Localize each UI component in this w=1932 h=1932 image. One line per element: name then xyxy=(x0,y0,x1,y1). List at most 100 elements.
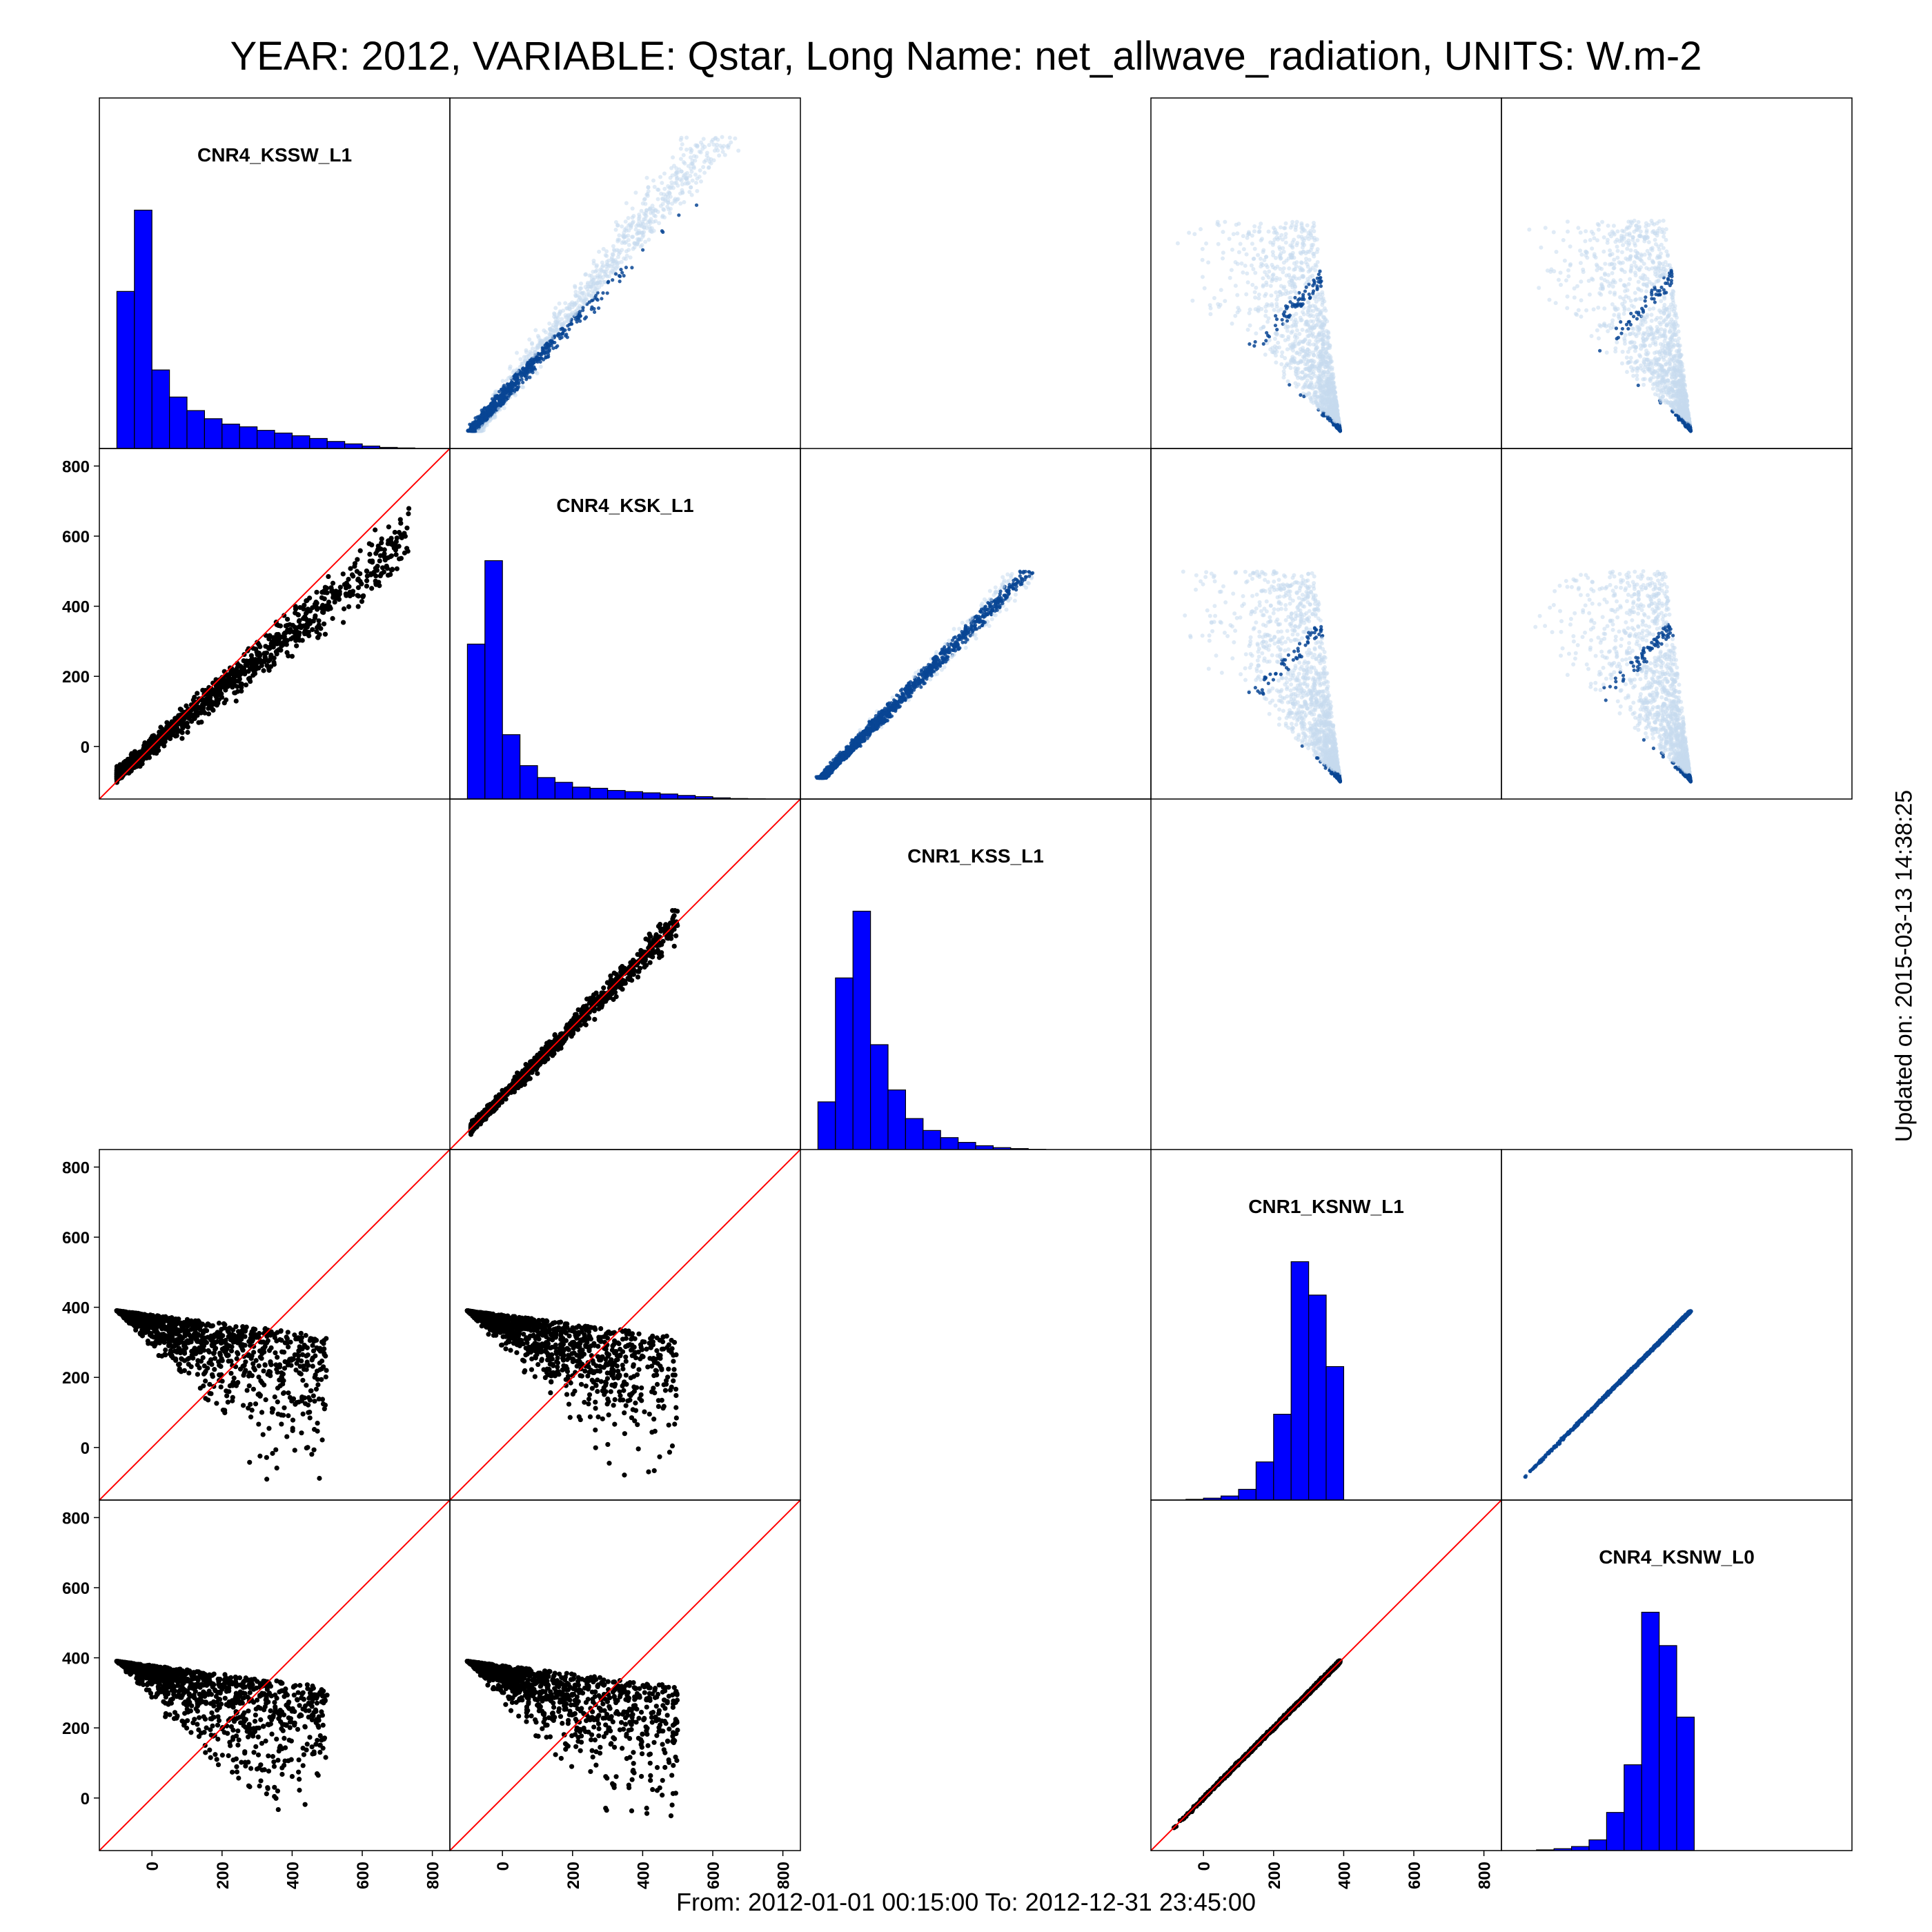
density-point xyxy=(1311,220,1316,225)
density-point xyxy=(615,223,620,228)
density-point xyxy=(690,158,695,163)
density-point xyxy=(497,406,502,411)
density-point xyxy=(497,389,502,394)
density-point xyxy=(688,146,693,151)
density-point xyxy=(686,164,691,168)
density-point xyxy=(1230,321,1234,326)
density-point xyxy=(1287,266,1292,270)
density-point xyxy=(1252,290,1257,295)
density-point xyxy=(1635,238,1640,243)
density-point xyxy=(699,140,704,145)
density-point xyxy=(1274,345,1279,350)
density-point xyxy=(1290,240,1295,245)
density-point xyxy=(1248,342,1252,346)
density-point xyxy=(587,300,591,304)
density-point xyxy=(552,312,557,317)
density-point xyxy=(1601,249,1606,254)
density-point xyxy=(599,282,604,287)
density-point xyxy=(1622,270,1627,275)
density-point xyxy=(530,346,535,351)
density-point xyxy=(1309,243,1314,248)
chart-title: YEAR: 2012, VARIABLE: Qstar, Long Name: … xyxy=(0,33,1932,79)
density-point xyxy=(1315,322,1320,327)
density-point xyxy=(659,191,664,196)
density-point xyxy=(1653,287,1657,291)
density-point xyxy=(573,289,578,294)
density-point xyxy=(1257,229,1262,234)
density-point xyxy=(579,286,584,290)
density-point xyxy=(1316,319,1321,324)
density-point xyxy=(640,219,645,224)
density-point xyxy=(633,190,638,195)
density-point xyxy=(508,385,512,389)
panel-cnr4-kssw-l1-vs-cnr4-ksnw-l0 xyxy=(1527,218,1693,433)
density-point xyxy=(570,322,574,326)
density-point xyxy=(1216,241,1221,246)
density-point xyxy=(648,221,653,226)
density-point xyxy=(1256,253,1261,257)
density-point xyxy=(1241,247,1246,252)
density-point xyxy=(1317,363,1322,368)
density-point xyxy=(600,297,604,301)
density-point xyxy=(623,219,628,224)
density-point xyxy=(668,175,673,180)
density-point xyxy=(1675,324,1680,328)
density-point xyxy=(1325,339,1330,344)
density-point xyxy=(1285,290,1290,295)
density-point xyxy=(1631,304,1636,309)
density-point xyxy=(1670,295,1675,300)
density-point xyxy=(1606,224,1610,228)
density-point xyxy=(1241,270,1245,275)
density-point xyxy=(1274,360,1279,365)
density-point xyxy=(1317,331,1322,335)
density-point xyxy=(669,180,674,185)
density-point xyxy=(511,368,516,373)
density-point xyxy=(715,142,720,147)
density-point xyxy=(1310,225,1315,230)
density-point xyxy=(1288,243,1293,248)
density-point xyxy=(1305,378,1310,383)
density-point xyxy=(1307,250,1312,255)
density-point xyxy=(622,274,626,278)
density-point xyxy=(530,367,534,371)
density-point xyxy=(528,375,532,379)
density-point xyxy=(668,195,673,199)
density-point xyxy=(1294,311,1299,316)
density-point xyxy=(1281,266,1286,270)
density-point xyxy=(600,264,604,269)
density-point xyxy=(674,180,679,185)
histogram-bar xyxy=(344,443,363,448)
density-point xyxy=(1200,246,1205,251)
density-point xyxy=(1565,219,1570,224)
density-point xyxy=(1584,308,1589,313)
density-point xyxy=(1310,235,1314,240)
density-point xyxy=(1261,324,1266,329)
density-point xyxy=(1591,307,1596,312)
density-point xyxy=(592,310,597,314)
density-point xyxy=(667,191,672,196)
density-point xyxy=(558,333,562,337)
density-point xyxy=(493,394,497,398)
density-point xyxy=(1320,300,1325,305)
density-point xyxy=(1644,224,1648,229)
density-point xyxy=(1301,302,1305,306)
density-point xyxy=(680,142,684,147)
density-point xyxy=(635,240,640,245)
density-point xyxy=(1644,228,1649,233)
density-point xyxy=(1638,354,1643,359)
density-point xyxy=(1308,314,1312,319)
density-point xyxy=(1633,360,1637,365)
density-point xyxy=(1619,250,1624,255)
density-point xyxy=(1285,337,1290,342)
density-point xyxy=(617,237,622,242)
density-point xyxy=(505,387,509,391)
density-point xyxy=(513,393,518,397)
density-point xyxy=(1596,227,1601,232)
density-point xyxy=(1653,237,1657,242)
density-point xyxy=(520,377,524,382)
density-point xyxy=(616,252,621,257)
density-point xyxy=(1310,386,1315,391)
density-point xyxy=(1326,335,1331,339)
density-point xyxy=(1322,388,1327,393)
density-point xyxy=(1309,328,1314,333)
